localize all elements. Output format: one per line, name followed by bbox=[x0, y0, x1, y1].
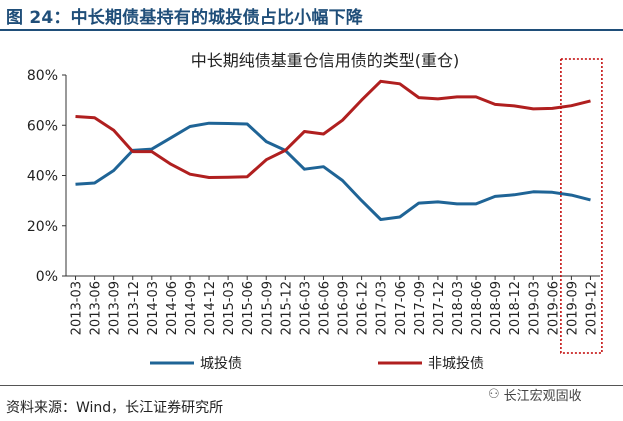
x-tick-label: 2015-12 bbox=[279, 281, 294, 335]
x-tick-label: 2013-09 bbox=[108, 281, 123, 335]
watermark-label: 长江宏观固收 bbox=[503, 389, 582, 404]
legend: 城投债 非城投债 bbox=[150, 356, 484, 372]
header-divider bbox=[0, 29, 623, 31]
x-tick-label: 2019-03 bbox=[527, 281, 542, 335]
x-tick-label: 2018-06 bbox=[470, 281, 485, 335]
watermark: ⚇ 长江宏观固收 bbox=[488, 385, 582, 404]
series-line-non-chengtou bbox=[75, 79, 591, 179]
highlight-rect bbox=[560, 58, 603, 354]
x-tick-label: 2017-06 bbox=[394, 281, 409, 335]
chart-title: 中长期纯债基重仓信用债的类型(重仓) bbox=[191, 51, 460, 70]
x-tick-label: 2014-03 bbox=[146, 281, 161, 335]
legend-label-chengtou: 城投债 bbox=[200, 356, 242, 372]
x-tick-label: 2016-09 bbox=[337, 281, 352, 335]
x-tick-label: 2016-12 bbox=[356, 281, 371, 335]
x-tick-label: 2013-03 bbox=[70, 281, 85, 335]
x-tick-label: 2017-09 bbox=[413, 281, 428, 335]
x-tick-label: 2017-03 bbox=[375, 281, 390, 335]
x-tick-label: 2013-06 bbox=[89, 281, 104, 335]
x-tick-label: 2018-09 bbox=[489, 281, 504, 335]
y-axis: 0% 20% 40% 60% 80% bbox=[27, 68, 67, 285]
x-tick-label: 2015-03 bbox=[222, 281, 237, 335]
x-tick-label: 2018-12 bbox=[508, 281, 523, 335]
x-tick-label: 2019-09 bbox=[565, 281, 580, 335]
x-tick-label: 2014-09 bbox=[184, 281, 199, 335]
x-tick-label: 2017-12 bbox=[432, 281, 447, 335]
x-tick-label: 2015-09 bbox=[260, 281, 275, 335]
x-tick-label: 2014-12 bbox=[203, 281, 218, 335]
y-tick-label: 60% bbox=[27, 118, 58, 134]
series-lines bbox=[75, 79, 591, 221]
legend-label-non-chengtou: 非城投债 bbox=[428, 356, 484, 372]
highlight-box bbox=[560, 58, 603, 354]
x-axis: 2013-03 2013-06 2013-09 2013-12 2014-03 2014-… bbox=[66, 275, 600, 335]
x-tick-label: 2016-03 bbox=[298, 281, 313, 335]
x-tick-label: 2018-03 bbox=[451, 281, 466, 335]
footer-divider bbox=[0, 385, 623, 386]
x-tick-label: 2016-06 bbox=[317, 281, 332, 335]
x-tick-label: 2015-06 bbox=[241, 281, 256, 335]
wechat-icon: ⚇ bbox=[488, 387, 500, 402]
x-tick-label: 2019-12 bbox=[584, 281, 599, 335]
y-tick-label: 20% bbox=[27, 219, 58, 235]
y-tick-label: 40% bbox=[27, 169, 58, 185]
figure-title: 图 24：中长期债基持有的城投债占比小幅下降 bbox=[6, 8, 363, 28]
series-line-chengtou bbox=[75, 121, 591, 221]
y-tick-label: 80% bbox=[27, 68, 58, 84]
x-tick-label: 2014-06 bbox=[165, 281, 180, 335]
x-tick-label: 2019-06 bbox=[546, 281, 561, 335]
x-tick-label: 2013-12 bbox=[127, 281, 142, 335]
y-tick-label: 0% bbox=[36, 269, 58, 285]
source-note: 资料来源：Wind，长江证券研究所 bbox=[6, 400, 224, 416]
